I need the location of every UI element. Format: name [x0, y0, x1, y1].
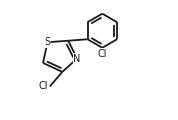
Text: N: N — [74, 54, 81, 63]
Text: Cl: Cl — [38, 81, 48, 91]
Text: S: S — [44, 37, 51, 47]
Text: Cl: Cl — [98, 49, 107, 59]
